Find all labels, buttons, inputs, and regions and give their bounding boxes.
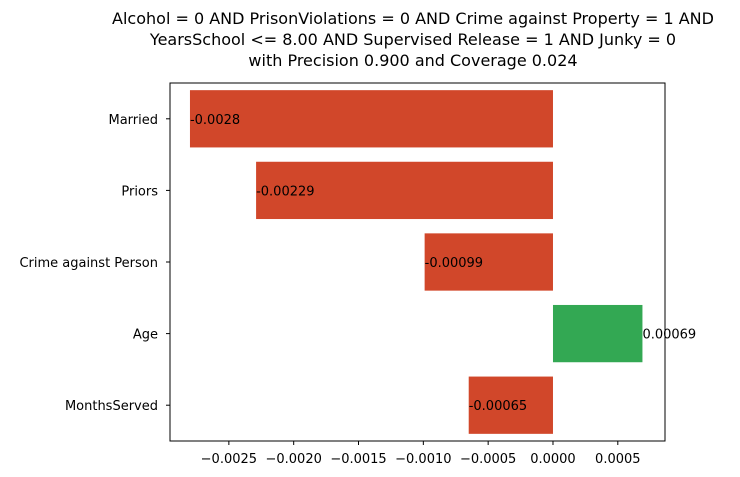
title-line-1: Alcohol = 0 AND PrisonViolations = 0 AND… xyxy=(112,9,714,28)
data-label-age: 0.00069 xyxy=(642,328,696,343)
data-label-priors: -0.00229 xyxy=(256,184,314,199)
title-line-3: with Precision 0.900 and Coverage 0.024 xyxy=(248,51,577,70)
bar-crime-against-person xyxy=(424,233,553,291)
y-tick-label: Priors xyxy=(121,184,158,199)
x-axis: −0.0025 −0.0020 −0.0015 −0.0010 −0.0005 0.000… xyxy=(201,441,641,467)
data-label-married: -0.0028 xyxy=(190,113,240,128)
data-label-monthsserved: -0.00065 xyxy=(469,399,527,414)
y-axis: Married Priors Crime against Person Age Mont… xyxy=(19,113,170,414)
y-tick-label: MonthsServed xyxy=(65,399,158,414)
x-tick-label: −0.0025 xyxy=(201,452,257,467)
x-tick-label: 0.0000 xyxy=(530,452,576,467)
y-tick-label: Married xyxy=(108,113,158,128)
y-tick-label: Age xyxy=(133,328,158,343)
x-tick-label: −0.0015 xyxy=(330,452,386,467)
x-tick-label: −0.0005 xyxy=(460,452,516,467)
bar-monthsserved xyxy=(468,376,553,434)
title-line-2: YearsSchool <= 8.00 AND Supervised Relea… xyxy=(149,30,676,49)
x-tick-label: −0.0010 xyxy=(395,452,451,467)
x-tick-label: 0.0005 xyxy=(595,452,641,467)
bar-priors xyxy=(256,161,553,220)
chart-title: Alcohol = 0 AND PrisonViolations = 0 AND… xyxy=(112,9,714,70)
data-labels-group: -0.0028 -0.00229 -0.00099 0.00069 -0.00065 xyxy=(190,113,696,414)
bars-group xyxy=(189,90,643,434)
x-tick-label: −0.0020 xyxy=(265,452,321,467)
data-label-crime-against-person: -0.00099 xyxy=(425,256,483,271)
bar-age xyxy=(552,304,643,363)
bar-married xyxy=(189,90,553,148)
y-tick-label: Crime against Person xyxy=(19,256,158,271)
